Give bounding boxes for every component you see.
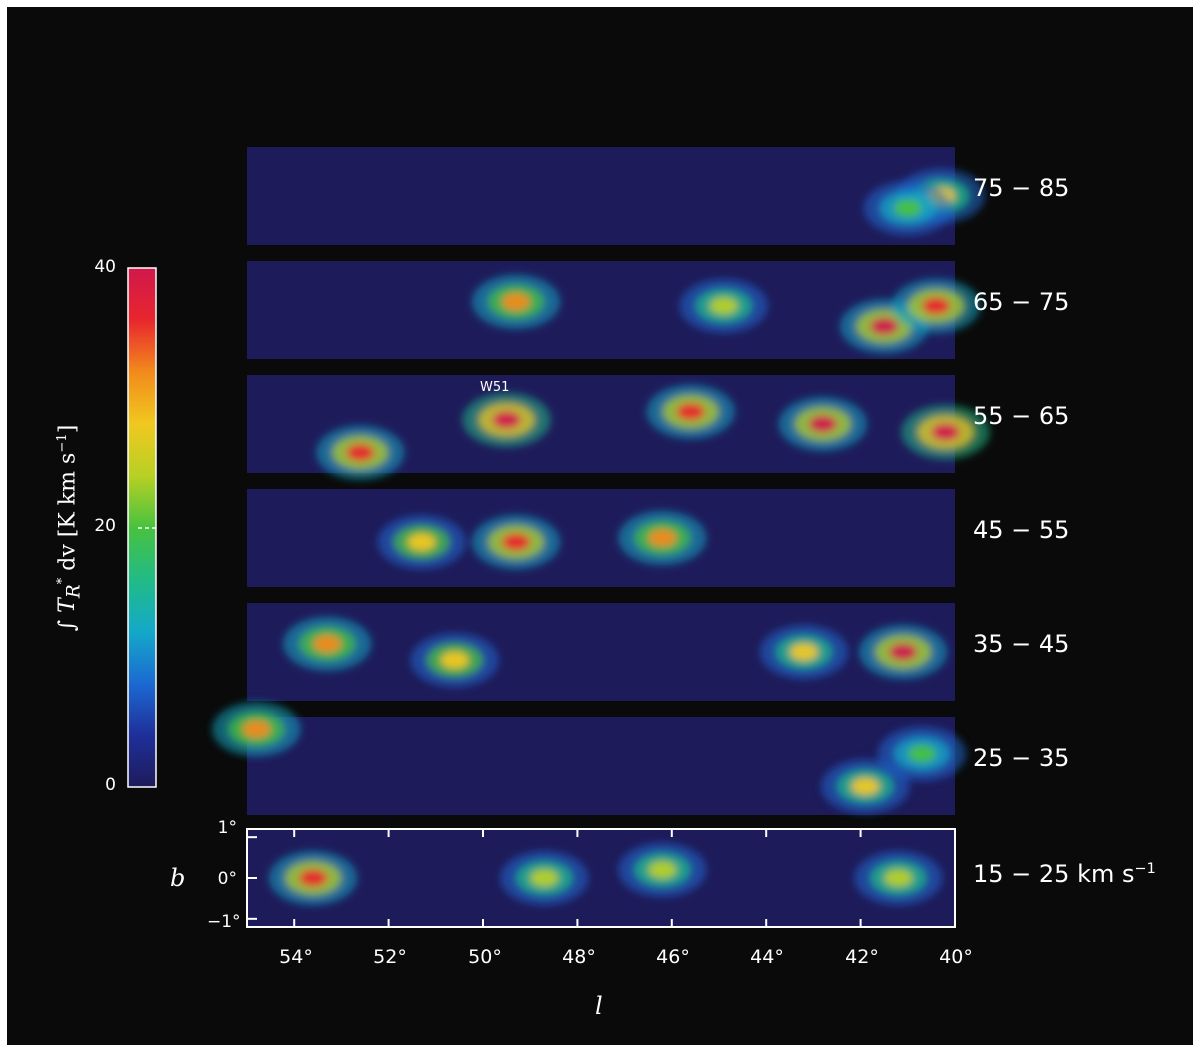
velocity-label-35-45: 35 − 45	[973, 630, 1070, 658]
l-tick-42: 42°	[845, 946, 879, 968]
emission-peak	[501, 293, 531, 311]
b-tick-plus1: 1°	[217, 818, 237, 838]
emission-peak	[312, 635, 342, 653]
velocity-label-65-75: 65 − 75	[973, 288, 1070, 316]
b-axis-title: b	[170, 864, 186, 892]
emission-peak	[530, 869, 559, 887]
channel-map-panel	[212, 702, 967, 815]
emission-peak	[676, 402, 705, 421]
emission-peak	[907, 744, 937, 763]
emission-peak	[884, 869, 913, 887]
emission-peak	[921, 297, 951, 315]
bottom-panel-frame	[246, 828, 956, 928]
b-tick-minus1: −1°	[207, 912, 241, 932]
emission-peak	[298, 869, 328, 887]
colorbar-tick-40: 40	[94, 257, 116, 277]
channel-map-panels	[212, 147, 990, 927]
l-tick-44: 44°	[750, 946, 784, 968]
velocity-unit-exponent: −1	[1134, 861, 1156, 877]
velocity-label-15-25: 15 − 25 km s−1	[973, 860, 1156, 888]
emission-peak	[789, 643, 819, 661]
channel-map-panel	[247, 375, 990, 480]
velocity-label-45-55: 45 − 55	[973, 516, 1070, 544]
w51-annotation: W51	[480, 380, 510, 395]
channel-map-background	[247, 829, 955, 927]
emission-peak	[709, 297, 739, 315]
velocity-label-25-35: 25 − 35	[973, 744, 1070, 772]
channel-map-background	[247, 261, 955, 359]
emission-peak	[931, 423, 960, 441]
l-tick-52: 52°	[373, 946, 407, 968]
emission-peak	[501, 533, 531, 551]
l-axis-title: l	[595, 992, 603, 1020]
emission-peak	[407, 533, 436, 551]
l-tick-50: 50°	[468, 946, 502, 968]
emission-peak	[648, 529, 677, 547]
emission-peak	[808, 415, 838, 433]
emission-peak	[851, 777, 880, 796]
l-tick-48: 48°	[562, 946, 596, 968]
channel-map-panel	[247, 261, 981, 359]
emission-peak	[440, 651, 469, 669]
emission-peak	[893, 199, 923, 218]
emission-peak	[242, 720, 271, 739]
emission-peak	[888, 643, 918, 661]
channel-map-background	[247, 147, 955, 245]
l-tick-40: 40°	[939, 946, 973, 968]
l-tick-54: 54°	[279, 946, 313, 968]
colorbar-tick-20: 20	[94, 516, 116, 536]
emission-peak	[345, 443, 375, 462]
channel-map-panel	[247, 489, 955, 587]
emission-peak	[648, 861, 677, 879]
emission-peak	[492, 411, 521, 429]
b-tick-0: 0°	[217, 869, 237, 889]
velocity-label-75-85: 75 − 85	[973, 174, 1070, 202]
channel-map-panel	[247, 147, 986, 245]
velocity-unit: km s	[1077, 860, 1135, 888]
channel-map-panel	[247, 829, 955, 927]
colorbar-tick-0: 0	[105, 775, 116, 795]
emission-peak	[869, 317, 899, 336]
channel-map-background	[247, 489, 955, 587]
velocity-label-55-65: 55 − 65	[973, 402, 1070, 430]
channel-map-panel	[247, 603, 955, 701]
l-tick-46: 46°	[656, 946, 690, 968]
